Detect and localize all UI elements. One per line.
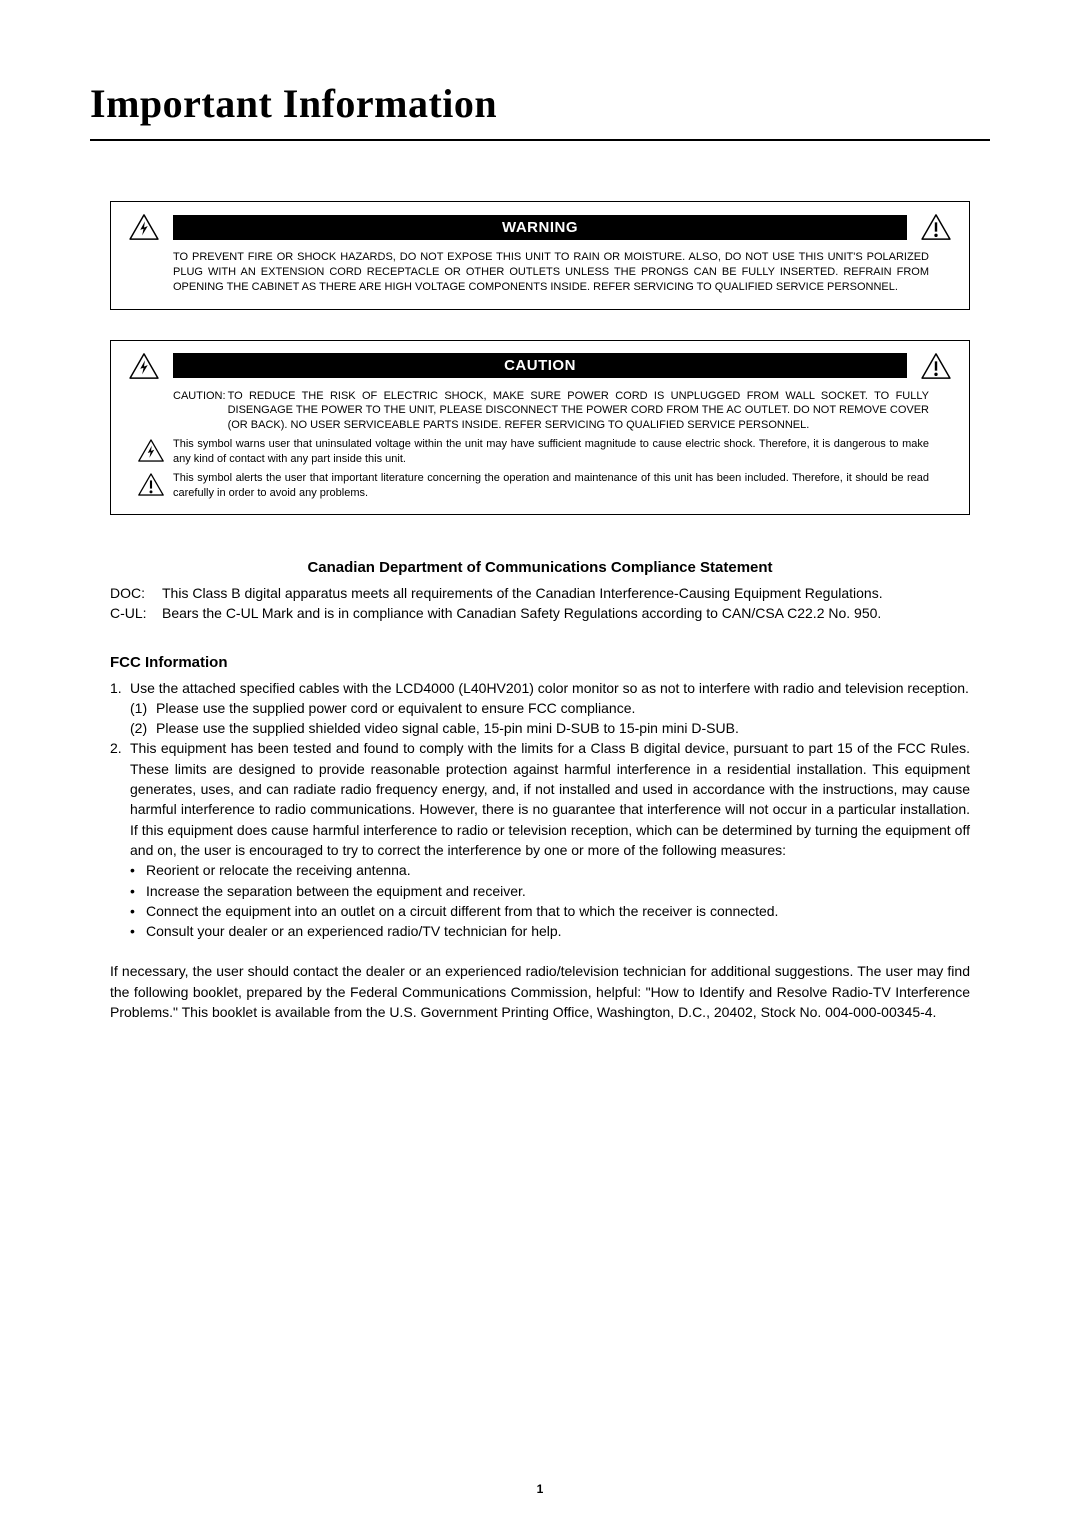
bolt-icon — [129, 353, 159, 379]
caution-box: CAUTION CAUTION: TO REDUCE THE RISK OF E… — [110, 340, 970, 516]
caution-bang-text: This symbol alerts the user that importa… — [173, 471, 929, 501]
fcc-sub1: Please use the supplied power cord or eq… — [156, 698, 970, 718]
fcc-sub2: Please use the supplied shielded video s… — [156, 718, 970, 738]
exclaim-icon — [138, 473, 164, 496]
warning-header: WARNING — [129, 214, 951, 240]
fcc-bullet: Increase the separation between the equi… — [146, 881, 526, 901]
warning-box: WARNING TO PREVENT FIRE OR SHOCK HAZARDS… — [110, 201, 970, 310]
exclaim-icon — [921, 214, 951, 240]
fcc-bullet: Connect the equipment into an outlet on … — [146, 901, 778, 921]
warning-text: TO PREVENT FIRE OR SHOCK HAZARDS, DO NOT… — [129, 250, 951, 295]
title-rule — [90, 139, 990, 141]
caution-main: TO REDUCE THE RISK OF ELECTRIC SHOCK, MA… — [226, 389, 929, 434]
bullet-char: • — [130, 860, 146, 880]
fcc-bullet: Reorient or relocate the receiving anten… — [146, 860, 411, 880]
warning-banner: WARNING — [173, 215, 907, 240]
doc-label: DOC: — [110, 583, 162, 603]
bullet-char: • — [130, 921, 146, 941]
fcc-heading: FCC Information — [110, 652, 970, 674]
caution-header: CAUTION — [129, 353, 951, 379]
cul-label: C-UL: — [110, 603, 162, 623]
fcc-item1: Use the attached specified cables with t… — [130, 678, 970, 698]
doc-text: This Class B digital apparatus meets all… — [162, 583, 970, 603]
fcc-item2: This equipment has been tested and found… — [130, 738, 970, 860]
page-title: Important Information — [90, 80, 990, 127]
exclaim-icon — [921, 353, 951, 379]
fcc-section: FCC Information 1. Use the attached spec… — [110, 652, 970, 1023]
fcc-sub1-num: (1) — [130, 698, 156, 718]
caution-body: CAUTION: TO REDUCE THE RISK OF ELECTRIC … — [129, 389, 951, 501]
cul-text: Bears the C-UL Mark and is in compliance… — [162, 603, 970, 623]
page-number: 1 — [0, 1482, 1080, 1496]
fcc-item1-num: 1. — [110, 678, 130, 698]
fcc-sub2-num: (2) — [130, 718, 156, 738]
compliance-section: Canadian Department of Communications Co… — [110, 557, 970, 623]
caution-bolt-text: This symbol warns user that uninsulated … — [173, 437, 929, 467]
bolt-icon — [129, 214, 159, 240]
bullet-char: • — [130, 881, 146, 901]
compliance-heading: Canadian Department of Communications Co… — [110, 557, 970, 579]
caution-banner: CAUTION — [173, 353, 907, 378]
fcc-item2-num: 2. — [110, 738, 130, 860]
fcc-bullet: Consult your dealer or an experienced ra… — [146, 921, 562, 941]
caution-label: CAUTION: — [173, 389, 226, 434]
bolt-icon — [138, 439, 164, 462]
fcc-para: If necessary, the user should contact th… — [110, 961, 970, 1022]
bullet-char: • — [130, 901, 146, 921]
